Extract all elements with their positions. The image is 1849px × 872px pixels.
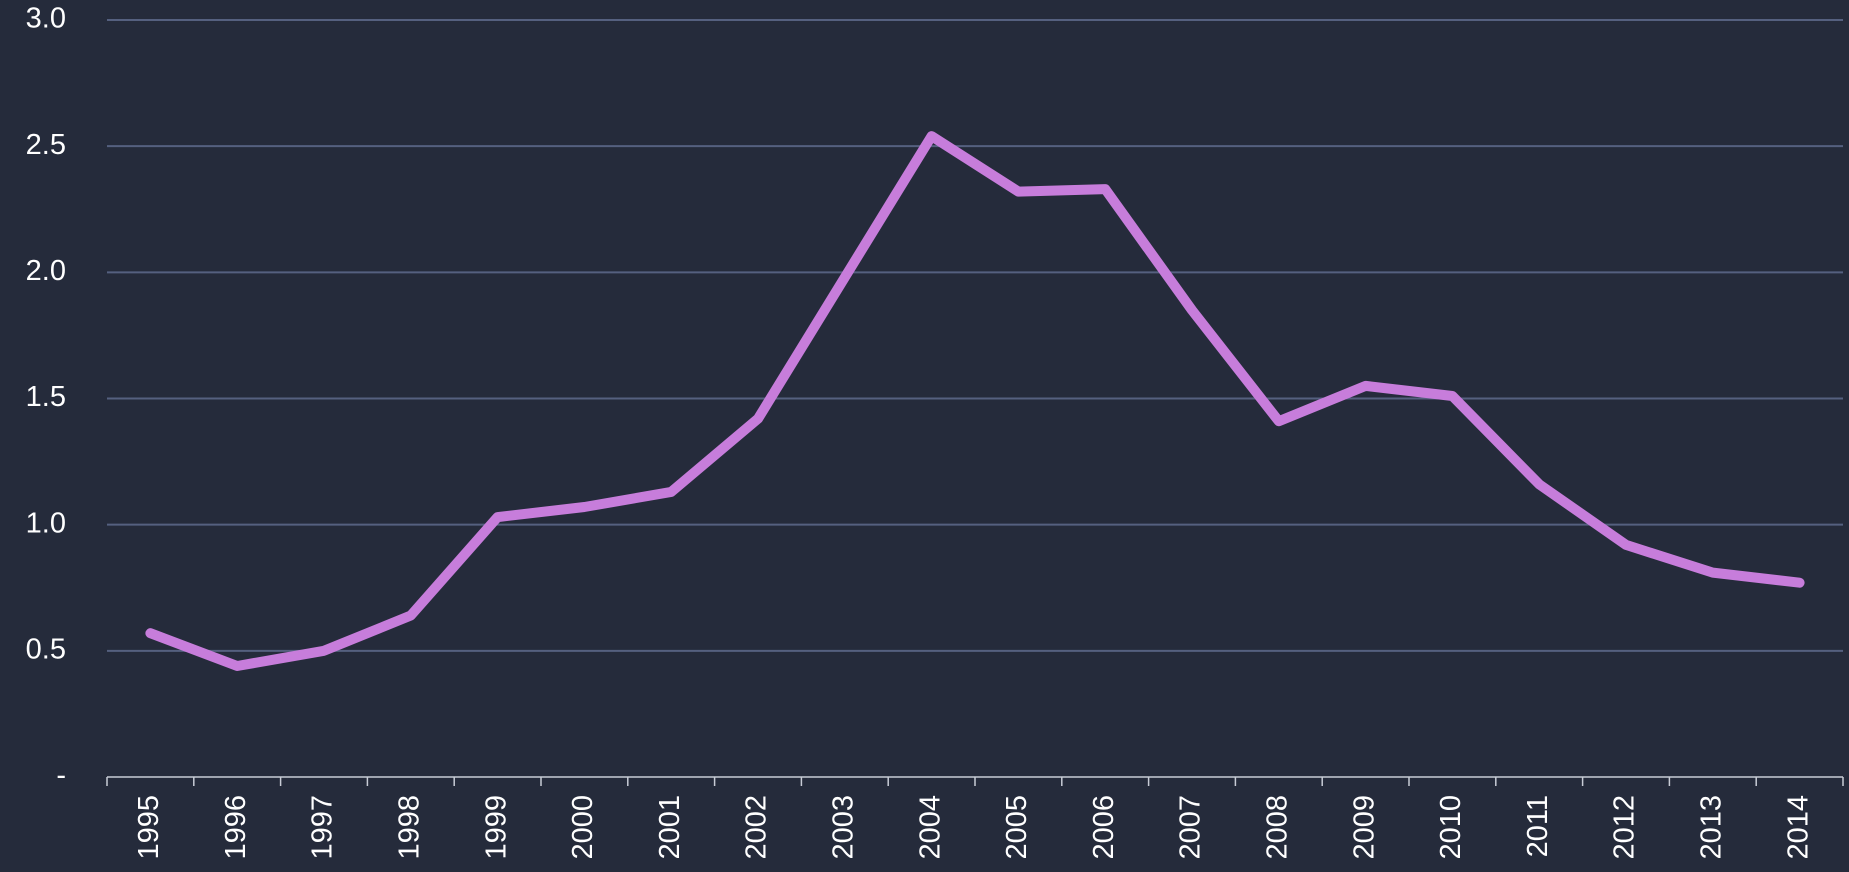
x-tick-label: 2007 xyxy=(1175,795,1207,860)
x-tick-label: 2009 xyxy=(1348,795,1380,860)
x-tick-label: 2002 xyxy=(741,795,773,860)
x-tick-label: 2003 xyxy=(827,795,859,860)
x-tick-label: 2013 xyxy=(1695,795,1727,860)
y-tick-label: 0.5 xyxy=(26,633,66,665)
x-tick-label: 1997 xyxy=(307,795,339,860)
x-tick-label: 2014 xyxy=(1782,795,1814,860)
y-tick-label: - xyxy=(56,760,66,792)
x-tick-label: 2004 xyxy=(914,795,946,860)
x-tick-label: 2006 xyxy=(1088,795,1120,860)
x-tick-label: 2010 xyxy=(1435,795,1467,860)
x-tick-label: 2008 xyxy=(1261,795,1293,860)
x-tick-label: 1998 xyxy=(393,795,425,860)
x-tick-label: 2012 xyxy=(1609,795,1641,860)
line-series xyxy=(145,131,1805,671)
x-tick-label: 2001 xyxy=(654,795,686,860)
x-tick-label: 1996 xyxy=(220,795,252,860)
x-tick-label: 2005 xyxy=(1001,795,1033,860)
x-tick-label: 1995 xyxy=(133,795,165,860)
y-tick-label: 2.5 xyxy=(26,129,66,161)
x-tick-label: 2000 xyxy=(567,795,599,860)
y-tick-label: 1.0 xyxy=(26,507,66,539)
y-tick-label: 3.0 xyxy=(26,3,66,35)
x-tick-label: 2011 xyxy=(1522,795,1554,857)
y-tick-label: 1.5 xyxy=(26,381,66,413)
y-tick-label: 2.0 xyxy=(26,255,66,287)
x-tick-label: 1999 xyxy=(480,795,512,860)
